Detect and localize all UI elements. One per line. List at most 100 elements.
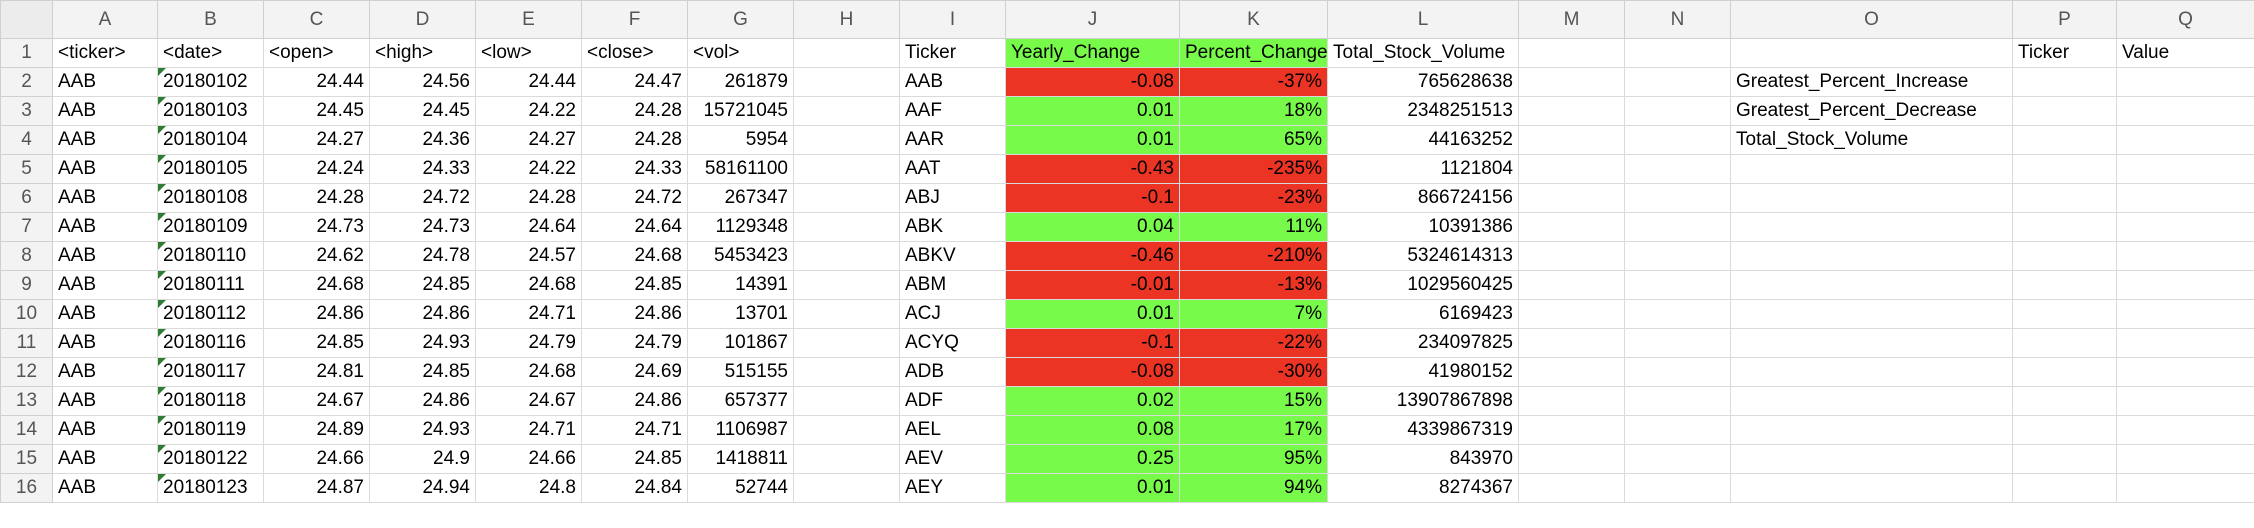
cell-k5[interactable]: -235% [1179,154,1328,184]
cell-f3[interactable]: 24.28 [581,96,688,126]
cell-k1[interactable]: Percent_Change [1179,38,1328,68]
cell-c5[interactable]: 24.24 [263,154,370,184]
cell-e8[interactable]: 24.57 [475,241,582,271]
cell-o7[interactable] [1730,212,2013,242]
cell-l1[interactable]: Total_Stock_Volume [1327,38,1519,68]
cell-f9[interactable]: 24.85 [581,270,688,300]
cell-o8[interactable] [1730,241,2013,271]
cell-g7[interactable]: 1129348 [687,212,794,242]
cell-m13[interactable] [1518,386,1625,416]
cell-k6[interactable]: -23% [1179,183,1328,213]
row-header[interactable]: 4 [0,125,53,155]
cell-n8[interactable] [1624,241,1731,271]
cell-q1[interactable]: Value [2116,38,2254,68]
column-header-f[interactable]: F [581,0,688,39]
cell-b8[interactable]: 20180110 [157,241,264,271]
cell-b16[interactable]: 20180123 [157,473,264,503]
cell-c16[interactable]: 24.87 [263,473,370,503]
cell-e16[interactable]: 24.8 [475,473,582,503]
cell-l6[interactable]: 866724156 [1327,183,1519,213]
cell-l15[interactable]: 843970 [1327,444,1519,474]
cell-k4[interactable]: 65% [1179,125,1328,155]
cell-f6[interactable]: 24.72 [581,183,688,213]
cell-d15[interactable]: 24.9 [369,444,476,474]
cell-a15[interactable]: AAB [52,444,158,474]
row-header[interactable]: 5 [0,154,53,184]
cell-j12[interactable]: -0.08 [1005,357,1180,387]
cell-c4[interactable]: 24.27 [263,125,370,155]
cell-m8[interactable] [1518,241,1625,271]
cell-p11[interactable] [2012,328,2117,358]
cell-g12[interactable]: 515155 [687,357,794,387]
cell-k14[interactable]: 17% [1179,415,1328,445]
row-header[interactable]: 10 [0,299,53,329]
cell-l3[interactable]: 2348251513 [1327,96,1519,126]
cell-m10[interactable] [1518,299,1625,329]
cell-g10[interactable]: 13701 [687,299,794,329]
column-header-j[interactable]: J [1005,0,1180,39]
row-header[interactable]: 12 [0,357,53,387]
cell-k3[interactable]: 18% [1179,96,1328,126]
cell-b15[interactable]: 20180122 [157,444,264,474]
cell-n9[interactable] [1624,270,1731,300]
cell-d10[interactable]: 24.86 [369,299,476,329]
cell-q5[interactable] [2116,154,2254,184]
column-header-b[interactable]: B [157,0,264,39]
cell-e11[interactable]: 24.79 [475,328,582,358]
cell-i16[interactable]: AEY [899,473,1006,503]
cell-d12[interactable]: 24.85 [369,357,476,387]
cell-f5[interactable]: 24.33 [581,154,688,184]
cell-d3[interactable]: 24.45 [369,96,476,126]
cell-j16[interactable]: 0.01 [1005,473,1180,503]
cell-j11[interactable]: -0.1 [1005,328,1180,358]
cell-k10[interactable]: 7% [1179,299,1328,329]
cell-h7[interactable] [793,212,900,242]
cell-q11[interactable] [2116,328,2254,358]
cell-b2[interactable]: 20180102 [157,67,264,97]
row-header[interactable]: 1 [0,38,53,68]
cell-m14[interactable] [1518,415,1625,445]
cell-c6[interactable]: 24.28 [263,183,370,213]
cell-a10[interactable]: AAB [52,299,158,329]
column-header-q[interactable]: Q [2116,0,2254,39]
cell-b6[interactable]: 20180108 [157,183,264,213]
cell-i12[interactable]: ADB [899,357,1006,387]
column-header-o[interactable]: O [1730,0,2013,39]
cell-m7[interactable] [1518,212,1625,242]
cell-c3[interactable]: 24.45 [263,96,370,126]
cell-e7[interactable]: 24.64 [475,212,582,242]
cell-f2[interactable]: 24.47 [581,67,688,97]
cell-d4[interactable]: 24.36 [369,125,476,155]
cell-p9[interactable] [2012,270,2117,300]
cell-c10[interactable]: 24.86 [263,299,370,329]
cell-l2[interactable]: 765628638 [1327,67,1519,97]
cell-b13[interactable]: 20180118 [157,386,264,416]
cell-p5[interactable] [2012,154,2117,184]
cell-c1[interactable]: <open> [263,38,370,68]
cell-m15[interactable] [1518,444,1625,474]
cell-o16[interactable] [1730,473,2013,503]
cell-p12[interactable] [2012,357,2117,387]
cell-q7[interactable] [2116,212,2254,242]
cell-h12[interactable] [793,357,900,387]
cell-j13[interactable]: 0.02 [1005,386,1180,416]
cell-n7[interactable] [1624,212,1731,242]
cell-i9[interactable]: ABM [899,270,1006,300]
cell-l5[interactable]: 1121804 [1327,154,1519,184]
cell-n1[interactable] [1624,38,1731,68]
cell-i13[interactable]: ADF [899,386,1006,416]
cell-a3[interactable]: AAB [52,96,158,126]
cell-l8[interactable]: 5324614313 [1327,241,1519,271]
cell-d8[interactable]: 24.78 [369,241,476,271]
cell-e14[interactable]: 24.71 [475,415,582,445]
cell-h15[interactable] [793,444,900,474]
cell-i4[interactable]: AAR [899,125,1006,155]
cell-l16[interactable]: 8274367 [1327,473,1519,503]
cell-b12[interactable]: 20180117 [157,357,264,387]
cell-o2[interactable]: Greatest_Percent_Increase [1730,67,2013,97]
cell-j3[interactable]: 0.01 [1005,96,1180,126]
cell-l14[interactable]: 4339867319 [1327,415,1519,445]
cell-m2[interactable] [1518,67,1625,97]
cell-i1[interactable]: Ticker [899,38,1006,68]
cell-h4[interactable] [793,125,900,155]
